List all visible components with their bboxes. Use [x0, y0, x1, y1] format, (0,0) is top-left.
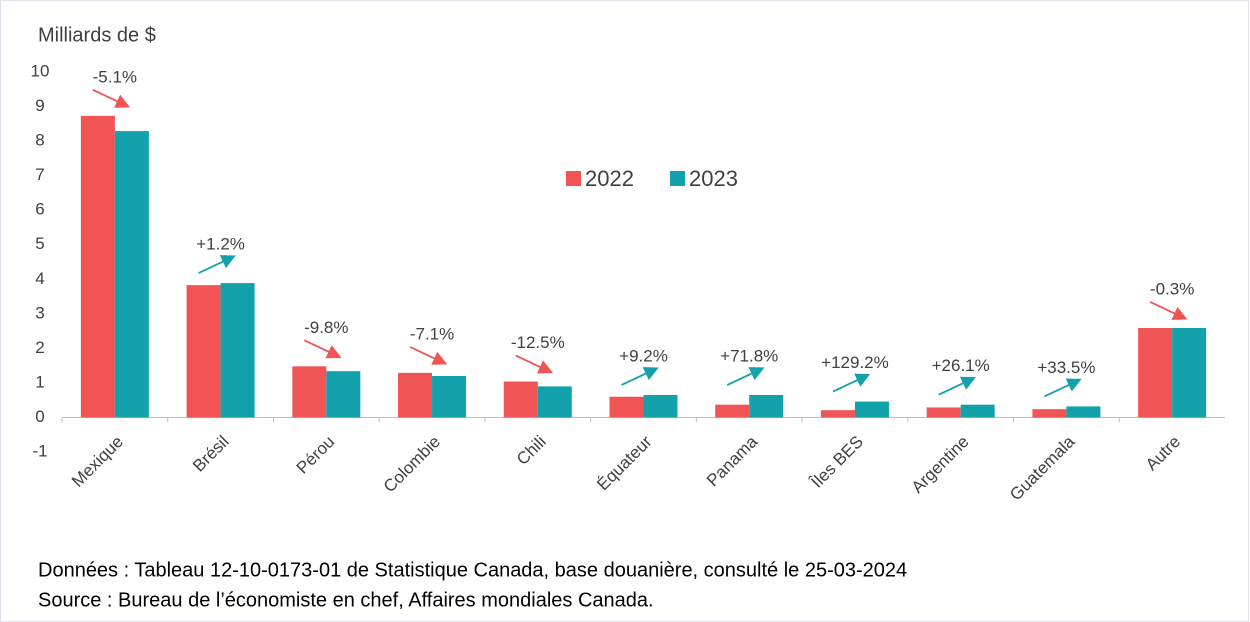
bar — [432, 376, 467, 418]
footnote: Source : Bureau de l’économiste en chef,… — [38, 589, 654, 611]
y-tick-label: 3 — [35, 303, 44, 322]
bar — [1066, 406, 1101, 418]
bar — [80, 115, 115, 418]
legend-label: 2022 — [585, 166, 634, 191]
x-tick-label: Équateur — [593, 432, 655, 494]
change-label: -0.3% — [1150, 279, 1194, 298]
x-tick-label: Îles BES — [807, 432, 867, 492]
y-tick-label: 6 — [35, 200, 44, 219]
bar — [960, 404, 995, 418]
change-arrow — [409, 346, 448, 365]
bar — [220, 283, 255, 418]
x-tick-label: Brésil — [189, 432, 232, 475]
bar — [114, 131, 149, 418]
change-label: -12.5% — [511, 333, 565, 352]
legend-label: 2023 — [689, 166, 738, 191]
change-label: +9.2% — [619, 346, 668, 365]
y-tick-label: 0 — [35, 407, 44, 426]
change-arrow — [726, 367, 765, 386]
bar — [749, 395, 784, 418]
x-tick-label: Chili — [513, 432, 550, 469]
bar — [715, 404, 750, 418]
bar — [1138, 327, 1173, 418]
x-tick-label: Panama — [703, 432, 762, 491]
x-tick-label: Argentine — [908, 432, 973, 497]
change-arrow — [621, 367, 659, 386]
change-arrow — [198, 255, 236, 274]
bar — [1032, 409, 1067, 418]
change-arrow — [1044, 378, 1082, 398]
x-tick-label: Mexique — [68, 432, 127, 491]
change-label: +71.8% — [720, 346, 778, 365]
x-tick-label: Guatemala — [1006, 432, 1079, 505]
footnote: Données : Tableau 12-10-0173-01 de Stati… — [38, 559, 907, 581]
bar — [503, 381, 538, 418]
bar — [326, 371, 361, 418]
x-tick-label: Autre — [1142, 432, 1184, 474]
change-arrow — [1149, 301, 1188, 320]
bar — [643, 395, 678, 418]
change-label: +129.2% — [821, 353, 889, 372]
y-tick-label: 9 — [35, 96, 44, 115]
bar — [1172, 327, 1207, 418]
legend-swatch — [670, 171, 685, 186]
bar — [398, 372, 433, 418]
change-label: -7.1% — [410, 324, 454, 343]
bar — [926, 407, 961, 418]
change-label: +33.5% — [1037, 358, 1095, 377]
change-label: +26.1% — [932, 356, 990, 375]
y-tick-label: 8 — [35, 131, 44, 150]
change-arrow — [92, 89, 131, 108]
bar — [186, 285, 221, 418]
y-tick-label: 10 — [31, 61, 50, 80]
bar — [854, 401, 889, 418]
change-label: -9.8% — [304, 318, 348, 337]
x-tick-label: Pérou — [293, 432, 339, 478]
y-tick-label: 2 — [35, 338, 44, 357]
bar — [609, 396, 644, 418]
change-arrow — [832, 373, 871, 393]
change-arrow — [303, 339, 342, 359]
y-tick-label: -1 — [32, 441, 47, 460]
change-label: +1.2% — [196, 235, 245, 254]
y-tick-label: 1 — [35, 372, 44, 391]
bar — [820, 410, 855, 418]
y-tick-label: 7 — [35, 165, 44, 184]
bar — [292, 366, 327, 418]
y-axis-label: Milliards de $ — [38, 24, 156, 46]
bar — [537, 386, 572, 418]
y-tick-label: 4 — [35, 269, 44, 288]
y-tick-label: 5 — [35, 234, 44, 253]
legend-swatch — [566, 171, 581, 186]
change-arrow — [938, 376, 976, 396]
x-tick-label: Colombie — [380, 432, 444, 496]
change-label: -5.1% — [93, 67, 137, 86]
change-arrow — [515, 354, 554, 374]
